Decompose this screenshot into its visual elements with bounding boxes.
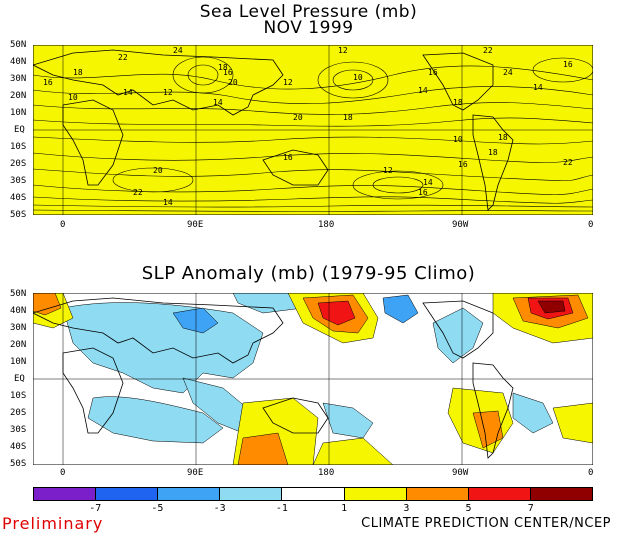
slp-contour-label: 22	[133, 188, 143, 197]
anomaly-fills	[33, 293, 593, 465]
slp-contour-label: 18	[498, 133, 508, 142]
slp-contour-label: 10	[68, 93, 78, 102]
slp-contour-label: 18	[218, 63, 228, 72]
anomaly-lon-label: 90E	[187, 468, 204, 478]
slp-contour-label: 16	[458, 160, 468, 169]
colorbar-segment	[34, 488, 97, 500]
slp-lat-label: 50N	[10, 40, 27, 50]
anomaly-lon-label: 0	[588, 468, 594, 478]
slp-contour-label: 18	[73, 68, 83, 77]
colorbar-tick-label: -5	[151, 503, 164, 514]
colorbar-segment	[468, 488, 531, 500]
anomaly-lat-label: 50S	[10, 459, 27, 469]
slp-lon-label: 180	[318, 220, 335, 230]
slp-contour-label: 12	[163, 88, 173, 97]
slp-contour-label: 10	[353, 73, 363, 82]
slp-contour-label: 10	[453, 135, 463, 144]
slp-lat-label: 10N	[10, 108, 27, 118]
colorbar-segment	[220, 488, 283, 500]
colorbar-tick-label: 7	[527, 503, 534, 514]
slp-contour-label: 16	[43, 78, 53, 87]
slp-contour-label: 16	[428, 68, 438, 77]
slp-contour-label: 16	[418, 188, 428, 197]
slp-lon-label: 90W	[452, 220, 469, 230]
colorbar-tick-label: -1	[275, 503, 288, 514]
slp-contours	[33, 56, 593, 212]
slp-lat-label: 20N	[10, 91, 27, 101]
slp-lat-label: 40N	[10, 57, 27, 67]
anomaly-lat-label: 20S	[10, 408, 27, 418]
slp-contour-label: 22	[563, 158, 573, 167]
slp-contour-label: 14	[423, 178, 433, 187]
slp-contour-label: 16	[283, 153, 293, 162]
slp-contour-label: 14	[123, 88, 133, 97]
slp-contour-label: 20	[293, 113, 303, 122]
slp-contour-label: 20	[228, 78, 238, 87]
colorbar-segment	[406, 488, 469, 500]
slp-lat-label: 20S	[10, 159, 27, 169]
colorbar-segment	[282, 488, 345, 500]
slp-contour-label: 16	[563, 60, 573, 69]
slp-coastlines	[33, 49, 514, 211]
anomaly-lat-label: 30N	[10, 323, 27, 333]
anomaly-lat-label: 50N	[10, 289, 27, 299]
slp-lat-label: EQ	[14, 125, 25, 135]
credit-label: CLIMATE PREDICTION CENTER/NCEP	[361, 516, 611, 531]
anomaly-map	[33, 293, 593, 465]
colorbar-segment	[344, 488, 407, 500]
slp-contour-label: 14	[163, 198, 173, 207]
slp-map-title: Sea Level Pressure (mb)	[199, 2, 418, 22]
slp-contour-label: 14	[418, 86, 428, 95]
slp-contour-label: 24	[173, 46, 183, 55]
slp-contour-label: 18	[453, 98, 463, 107]
anomaly-colorbar	[33, 487, 593, 501]
anomaly-lat-label: 10S	[10, 391, 27, 401]
anomaly-lat-label: 40S	[10, 442, 27, 452]
slp-contour-label: 14	[213, 98, 223, 107]
anomaly-lat-label: 30S	[10, 425, 27, 435]
slp-contour-label: 14	[533, 83, 543, 92]
slp-gridlines	[33, 45, 593, 215]
colorbar-segment	[158, 488, 221, 500]
colorbar-tick-label: 3	[403, 503, 410, 514]
slp-lat-label: 40S	[10, 193, 27, 203]
slp-contour-label: 24	[503, 68, 513, 77]
slp-contour-label: 16	[223, 68, 233, 77]
anomaly-lat-label: EQ	[14, 374, 25, 384]
slp-lat-label: 30S	[10, 176, 27, 186]
colorbar-tick-label: -3	[213, 503, 226, 514]
anomaly-gridlines	[33, 293, 593, 465]
anomaly-lon-label: 90W	[452, 468, 469, 478]
preliminary-label: Preliminary	[2, 514, 104, 533]
slp-map-date: NOV 1999	[263, 18, 354, 38]
slp-lat-label: 30N	[10, 74, 27, 84]
anomaly-lat-label: 20N	[10, 340, 27, 350]
slp-contour-label: 20	[153, 166, 163, 175]
slp-lon-label: 90E	[187, 220, 204, 230]
slp-lat-label: 10S	[10, 142, 27, 152]
slp-contour-label: 22	[118, 53, 128, 62]
slp-contour-label: 12	[383, 166, 393, 175]
colorbar-tick-label: 5	[465, 503, 472, 514]
colorbar-tick-label: 1	[341, 503, 348, 514]
colorbar-segment	[96, 488, 159, 500]
anomaly-lon-label: 180	[318, 468, 335, 478]
slp-contour-label: 22	[483, 46, 493, 55]
colorbar-tick-label: -7	[89, 503, 102, 514]
slp-lon-label: 0	[588, 220, 594, 230]
anomaly-lat-label: 10N	[10, 357, 27, 367]
slp-contour-label: 18	[343, 113, 353, 122]
anomaly-lat-label: 40N	[10, 306, 27, 316]
slp-contour-label: 12	[338, 46, 348, 55]
slp-lat-label: 50S	[10, 210, 27, 220]
slp-contour-label: 18	[488, 148, 498, 157]
colorbar-segment	[530, 488, 592, 500]
anomaly-map-title: SLP Anomaly (mb) (1979-95 Climo)	[141, 263, 476, 284]
slp-contour-label: 12	[283, 78, 293, 87]
slp-lon-label: 0	[60, 220, 66, 230]
anomaly-lon-label: 0	[60, 468, 66, 478]
anomaly-coastlines	[33, 297, 514, 459]
